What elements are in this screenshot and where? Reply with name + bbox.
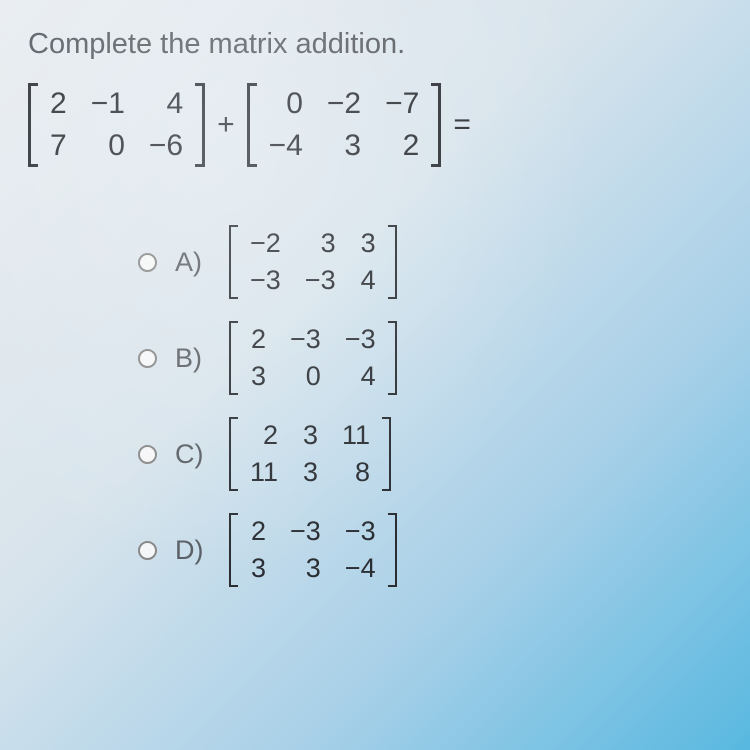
matrix-cell: 0 (79, 125, 137, 167)
plus-operator: + (211, 108, 241, 142)
matrix-cell: −1 (79, 83, 137, 125)
question-title: Complete the matrix addition. (28, 28, 726, 61)
matrix-cell: 4 (137, 83, 195, 125)
matrix-cell: 11 (238, 454, 290, 491)
option-matrix: 2 3 11 11 3 8 (229, 417, 391, 491)
matrix-a: 2 −1 4 7 0 −6 (28, 83, 205, 167)
matrix-cell: 2 (238, 417, 290, 454)
matrix-cell: 8 (330, 454, 382, 491)
matrix-cell: 3 (238, 358, 278, 395)
matrix-cell: −2 (238, 225, 293, 262)
matrix-cell: 3 (290, 454, 330, 491)
matrix-cell: 4 (333, 358, 388, 395)
matrix-cell: −7 (373, 83, 431, 125)
option-matrix: −2 3 3 −3 −3 4 (229, 225, 397, 299)
option-a[interactable]: A) −2 3 3 −3 −3 4 (138, 225, 726, 299)
option-matrix: 2 −3 −3 3 3 −4 (229, 513, 397, 587)
matrix-cell: 3 (278, 550, 333, 587)
matrix-cell: 2 (238, 513, 278, 550)
equation: 2 −1 4 7 0 −6 + 0 −2 −7 (28, 83, 726, 167)
option-matrix: 2 −3 −3 3 0 4 (229, 321, 397, 395)
matrix-cell: 7 (38, 125, 79, 167)
option-c[interactable]: C) 2 3 11 11 3 8 (138, 417, 726, 491)
matrix-cell: −3 (278, 321, 333, 358)
option-b[interactable]: B) 2 −3 −3 3 0 4 (138, 321, 726, 395)
equals-operator: = (447, 108, 477, 142)
radio-icon[interactable] (138, 349, 157, 368)
option-d[interactable]: D) 2 −3 −3 3 3 −4 (138, 513, 726, 587)
matrix-cell: 2 (38, 83, 79, 125)
matrix-cell: 3 (290, 417, 330, 454)
matrix-cell: −4 (257, 125, 315, 167)
radio-icon[interactable] (138, 253, 157, 272)
matrix-cell: 4 (348, 262, 388, 299)
matrix-cell: −6 (137, 125, 195, 167)
matrix-cell: 2 (238, 321, 278, 358)
matrix-cell: 3 (315, 125, 373, 167)
option-label: C) (175, 439, 211, 470)
matrix-cell: −3 (293, 262, 348, 299)
matrix-cell: −4 (333, 550, 388, 587)
matrix-cell: 2 (373, 125, 431, 167)
matrix-cell: 11 (330, 417, 382, 454)
radio-icon[interactable] (138, 541, 157, 560)
matrix-b: 0 −2 −7 −4 3 2 (247, 83, 442, 167)
answer-options: A) −2 3 3 −3 −3 4 (28, 215, 726, 591)
matrix-cell: 3 (348, 225, 388, 262)
matrix-cell: −2 (315, 83, 373, 125)
option-label: D) (175, 535, 211, 566)
option-label: B) (175, 343, 211, 374)
matrix-cell: 3 (293, 225, 348, 262)
matrix-cell: −3 (333, 513, 388, 550)
matrix-cell: −3 (238, 262, 293, 299)
radio-icon[interactable] (138, 445, 157, 464)
matrix-cell: −3 (333, 321, 388, 358)
matrix-cell: −3 (278, 513, 333, 550)
option-label: A) (175, 247, 211, 278)
matrix-cell: 0 (257, 83, 315, 125)
matrix-cell: 0 (278, 358, 333, 395)
matrix-cell: 3 (238, 550, 278, 587)
